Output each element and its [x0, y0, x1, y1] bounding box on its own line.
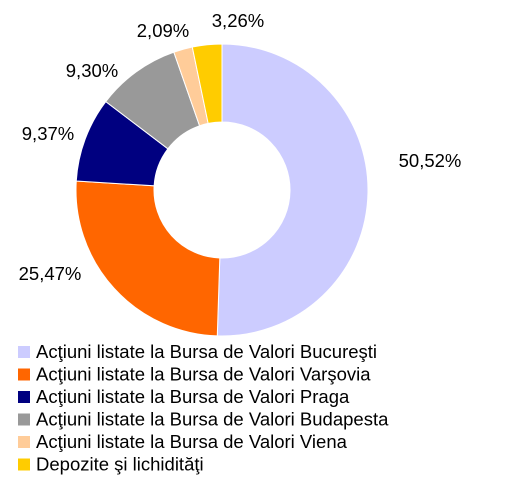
data-label: 50,52%: [399, 150, 462, 171]
legend-swatch: [18, 368, 30, 381]
data-label: 9,37%: [22, 123, 74, 144]
legend-swatch: [18, 391, 30, 403]
donut-slice: [216, 43, 369, 337]
legend-swatch: [18, 346, 30, 358]
donut-slice: [191, 43, 223, 125]
legend-label: Depozite şi lichidităţi: [36, 453, 204, 474]
legend-swatch: [18, 436, 30, 448]
data-label: 2,09%: [137, 20, 189, 41]
data-label: 9,30%: [66, 60, 118, 81]
data-label: 3,26%: [212, 10, 264, 31]
legend-label: Acţiuni listate la Bursa de Valori Viena: [36, 431, 348, 452]
donut-slice: [75, 180, 221, 337]
legend-label: Acţiuni listate la Bursa de Valori Budap…: [36, 408, 389, 429]
legend-label: Acţiuni listate la Bursa de Valori Varşo…: [36, 363, 371, 384]
data-label: 25,47%: [19, 263, 82, 284]
legend-label: Acţiuni listate la Bursa de Valori Praga: [36, 386, 350, 407]
legend-swatch: [18, 413, 30, 426]
legend-swatch: [18, 458, 30, 471]
legend-label: Acţiuni listate la Bursa de Valori Bucur…: [36, 341, 377, 362]
